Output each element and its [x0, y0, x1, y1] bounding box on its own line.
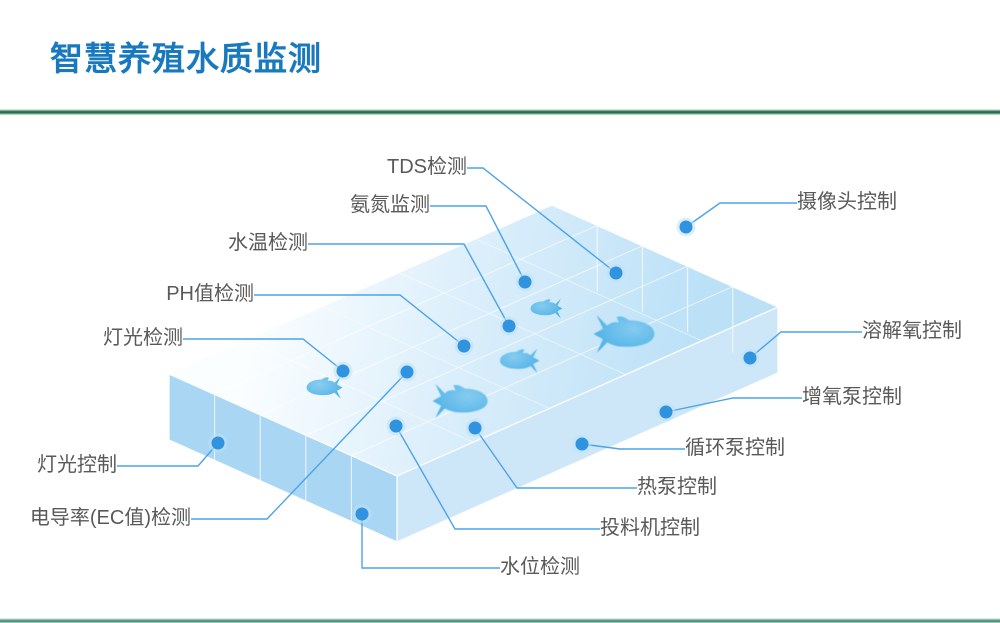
- svg-text:增氧泵控制: 增氧泵控制: [802, 385, 902, 408]
- svg-text:水位检测: 水位检测: [500, 555, 580, 578]
- svg-text:水温检测: 水温检测: [228, 231, 308, 254]
- svg-text:投料机控制: 投料机控制: [600, 516, 700, 539]
- svg-text:氨氮监测: 氨氮监测: [350, 193, 430, 216]
- svg-text:溶解氧控制: 溶解氧控制: [862, 319, 962, 342]
- svg-text:热泵控制: 热泵控制: [637, 475, 717, 498]
- svg-text:TDS检测: TDS检测: [387, 155, 467, 178]
- svg-text:摄像头控制: 摄像头控制: [797, 190, 897, 213]
- svg-text:电导率(EC值)检测: 电导率(EC值)检测: [30, 506, 191, 529]
- svg-text:循环泵控制: 循环泵控制: [685, 436, 785, 459]
- svg-text:灯光检测: 灯光检测: [103, 326, 183, 349]
- svg-text:灯光控制: 灯光控制: [37, 453, 117, 476]
- svg-text:PH值检测: PH值检测: [166, 282, 254, 305]
